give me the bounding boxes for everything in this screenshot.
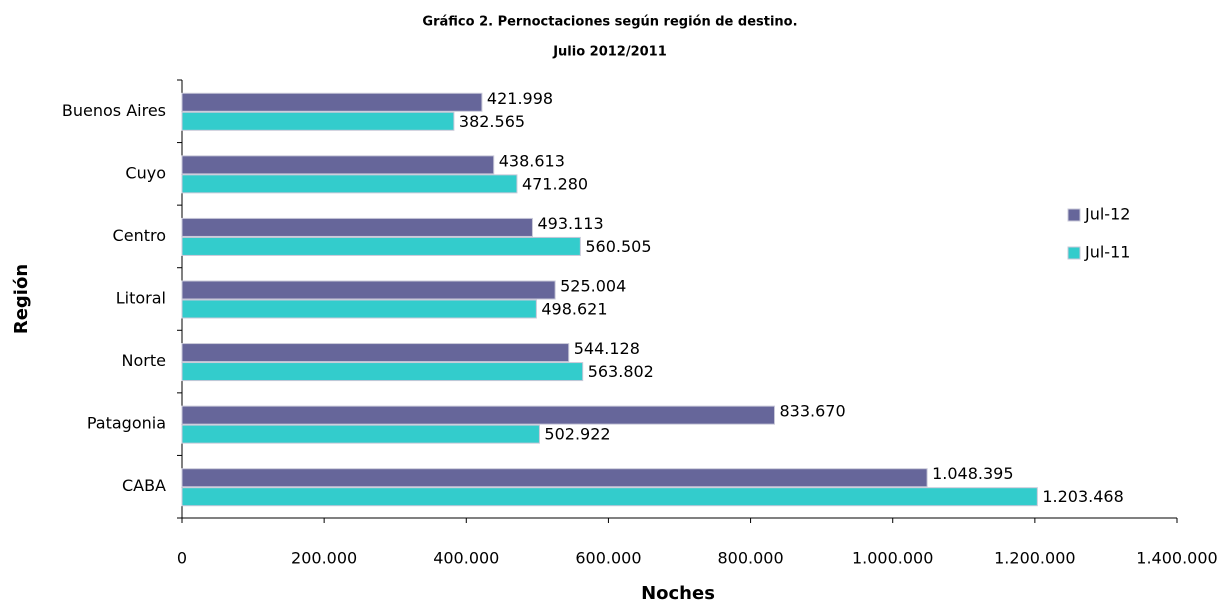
bar — [181, 111, 455, 131]
value-label: 1.048.395 — [932, 464, 1013, 483]
bar — [181, 174, 518, 194]
y-tick-label: Cuyo — [125, 163, 166, 182]
value-label: 1.203.468 — [1042, 487, 1123, 506]
y-tick-label: CABA — [122, 476, 166, 495]
bar — [181, 362, 584, 382]
y-tick-label: Buenos Aires — [62, 101, 166, 120]
y-tick-label: Centro — [113, 226, 166, 245]
bar — [181, 405, 776, 425]
value-label: 493.113 — [537, 214, 603, 233]
value-label: 471.280 — [522, 174, 588, 193]
bar — [181, 343, 570, 363]
bar — [181, 468, 928, 488]
y-tick-label: Litoral — [116, 289, 166, 308]
x-axis-title: Noches — [641, 583, 715, 604]
x-tick-label: 0 — [177, 549, 187, 568]
bar — [181, 280, 556, 300]
value-label: 563.802 — [588, 362, 654, 381]
bar — [181, 217, 533, 237]
y-tick-label: Patagonia — [87, 414, 166, 433]
value-label: 544.128 — [574, 339, 640, 358]
value-label: 498.621 — [541, 300, 607, 319]
x-tick-label: 600.000 — [575, 549, 641, 568]
chart-subtitle: Julio 2012/2011 — [552, 45, 667, 60]
bar — [181, 424, 540, 444]
bar — [181, 236, 581, 256]
legend-label: Jul-12 — [1084, 205, 1130, 224]
x-tick-label: 1.000.000 — [852, 549, 933, 568]
bar — [181, 92, 483, 112]
y-tick-label: Norte — [122, 351, 166, 370]
value-label: 421.998 — [487, 89, 553, 108]
legend-swatch — [1067, 246, 1081, 260]
x-tick-label: 200.000 — [291, 549, 357, 568]
legend-label: Jul-11 — [1084, 243, 1130, 262]
y-axis-title: Región — [11, 264, 32, 334]
value-label: 833.670 — [780, 402, 846, 421]
x-tick-label: 800.000 — [717, 549, 783, 568]
value-label: 502.922 — [544, 425, 610, 444]
bar — [181, 155, 495, 175]
legend-swatch — [1067, 208, 1081, 222]
bar — [181, 299, 537, 319]
bar — [181, 487, 1038, 507]
value-label: 382.565 — [459, 112, 525, 131]
x-tick-label: 1.200.000 — [994, 549, 1075, 568]
value-label: 525.004 — [560, 277, 626, 296]
value-label: 438.613 — [499, 151, 565, 170]
x-tick-label: 400.000 — [433, 549, 499, 568]
x-tick-label: 1.400.000 — [1136, 549, 1217, 568]
value-label: 560.505 — [585, 237, 651, 256]
chart-title: Gráfico 2. Pernoctaciones según región d… — [422, 15, 797, 30]
